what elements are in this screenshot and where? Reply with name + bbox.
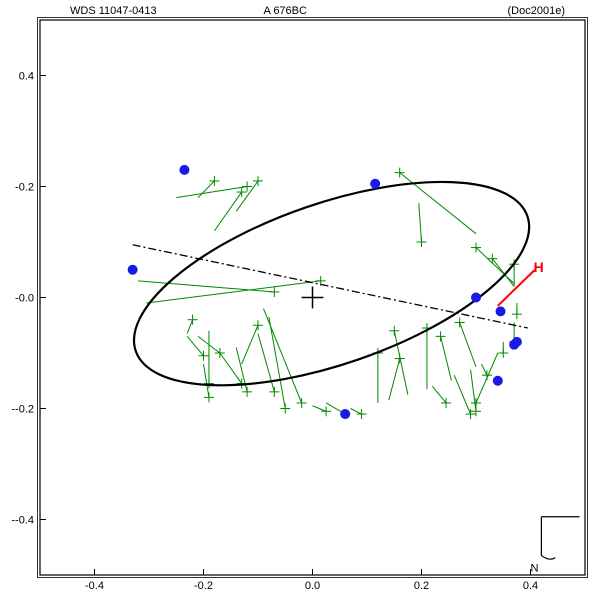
obs-point bbox=[128, 265, 138, 275]
obs-point bbox=[496, 306, 506, 316]
obs-point bbox=[512, 337, 522, 347]
hipparcos-marker: H bbox=[534, 259, 544, 275]
title-center: A 676BC bbox=[264, 5, 307, 17]
residual-line bbox=[198, 181, 214, 198]
plot-content: H E N bbox=[110, 140, 597, 574]
residual-line bbox=[471, 370, 476, 412]
residual-line bbox=[454, 375, 470, 414]
y-tick-label: -0.2 bbox=[15, 182, 34, 194]
residual-line bbox=[176, 187, 247, 198]
residual-line bbox=[313, 406, 327, 412]
residual-line bbox=[460, 322, 476, 366]
x-tick-label: -0.2 bbox=[194, 580, 213, 592]
residual-line bbox=[187, 320, 192, 334]
residual-line bbox=[214, 192, 241, 231]
compass-east: E bbox=[590, 512, 597, 524]
y-tick-label: --0.2 bbox=[11, 404, 34, 416]
obs-point bbox=[370, 179, 380, 189]
obs-point bbox=[471, 293, 481, 303]
residual-line bbox=[263, 309, 301, 403]
obs-point bbox=[493, 376, 503, 386]
y-tick-label: -0.0 bbox=[15, 293, 34, 305]
x-tick-label: 0.4 bbox=[523, 580, 538, 592]
title-right: (Doc2001e) bbox=[508, 5, 565, 17]
x-tick-label: 0.2 bbox=[414, 580, 429, 592]
residual-line bbox=[351, 409, 362, 415]
title-left: WDS 11047-0413 bbox=[70, 5, 157, 17]
y-tick-label: --0.4 bbox=[11, 515, 34, 527]
residual-line bbox=[432, 386, 446, 403]
residual-line bbox=[138, 281, 274, 292]
x-tick-label: 0.0 bbox=[305, 580, 320, 592]
compass-north: N bbox=[530, 563, 538, 575]
residual-line bbox=[419, 203, 422, 242]
obs-point bbox=[179, 165, 189, 175]
residual-line bbox=[476, 248, 514, 284]
residual-line bbox=[204, 364, 209, 397]
y-tick-label: 0.4 bbox=[19, 71, 34, 83]
residual-line bbox=[389, 359, 400, 401]
residual-line bbox=[481, 364, 486, 375]
residual-line bbox=[441, 336, 452, 380]
obs-point bbox=[340, 409, 350, 419]
residual-line bbox=[146, 281, 320, 303]
orbit-plot: WDS 11047-0413 A 676BC (Doc2001e) -0.4 -0.2 0… bbox=[0, 0, 600, 600]
x-tick-label: -0.4 bbox=[85, 580, 104, 592]
residual-line bbox=[242, 325, 258, 364]
line-of-nodes bbox=[133, 245, 528, 328]
residual-line bbox=[269, 317, 285, 409]
compass-icon bbox=[541, 517, 579, 559]
